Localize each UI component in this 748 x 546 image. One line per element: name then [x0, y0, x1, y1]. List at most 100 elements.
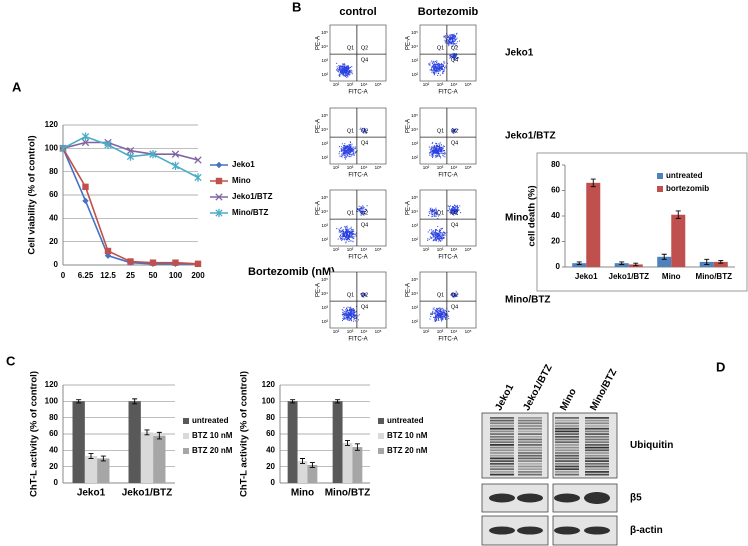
- flow-dot: [362, 127, 364, 129]
- flow-dot: [438, 145, 440, 147]
- x-axis-label: Bortezomib (nM): [248, 266, 335, 278]
- flow-dot: [341, 148, 343, 150]
- flow-dot: [444, 66, 446, 68]
- x-tick-label: 100: [169, 271, 183, 280]
- flow-dot: [341, 308, 343, 310]
- flow-dot: [438, 148, 440, 150]
- flow-dot: [460, 212, 462, 214]
- flow-dot: [447, 205, 449, 207]
- flow-dot: [428, 211, 430, 213]
- flow-dot: [451, 34, 453, 36]
- flow-dot: [348, 319, 350, 321]
- flow-dot: [345, 76, 347, 78]
- marker: [126, 152, 135, 161]
- flow-dot: [434, 319, 436, 321]
- flow-dot: [349, 310, 351, 312]
- flow-dot: [353, 152, 355, 154]
- flow-dot: [344, 318, 346, 320]
- flow-dot: [439, 233, 441, 235]
- flow-dot: [453, 36, 455, 38]
- flow-dot: [437, 70, 439, 72]
- flow-dot: [452, 130, 454, 132]
- flow-dot: [432, 215, 434, 217]
- flow-dot: [445, 318, 447, 320]
- flow-dot: [448, 206, 450, 208]
- flow-dot: [432, 154, 434, 156]
- flow-dot: [352, 310, 354, 312]
- flow-dot: [353, 151, 355, 153]
- flow-axis-label: FITC-A: [348, 173, 367, 179]
- flow-dot: [365, 294, 367, 296]
- flow-dot: [337, 70, 339, 72]
- flow-dot: [434, 317, 436, 319]
- flow-axis-label: PE-A: [316, 201, 322, 215]
- flow-dot: [346, 231, 348, 233]
- flow-dot: [347, 67, 349, 69]
- flow-dot: [343, 314, 345, 316]
- flow-tick: 10⁵: [411, 113, 418, 118]
- flow-dot: [450, 208, 452, 210]
- flow-dot: [443, 62, 445, 64]
- flow-tick: 10²: [321, 155, 328, 160]
- flow-dot: [432, 234, 434, 236]
- flow-dot: [353, 311, 355, 313]
- flow-dot: [351, 316, 353, 318]
- y-tick-label: 100: [45, 396, 59, 405]
- flow-dot: [342, 69, 344, 71]
- blot-smear: [490, 427, 514, 430]
- flow-dot: [445, 40, 447, 42]
- flow-dot: [348, 150, 350, 152]
- flow-dot: [349, 72, 351, 74]
- flow-dot: [350, 310, 352, 312]
- flow-dot: [432, 69, 434, 71]
- flow-dot: [347, 227, 349, 229]
- flow-dot: [453, 294, 455, 296]
- flow-dot: [349, 236, 351, 238]
- flow-dot: [348, 145, 350, 147]
- flow-dot: [453, 56, 455, 58]
- x-tick-label: Mino/BTZ: [325, 488, 371, 499]
- flow-dot: [440, 312, 442, 314]
- flow-dot: [431, 66, 433, 68]
- flow-dot: [346, 225, 348, 227]
- flow-dot: [435, 67, 437, 69]
- flow-dot: [354, 314, 356, 316]
- flow-dot: [363, 131, 365, 133]
- flow-dot: [435, 310, 437, 312]
- flow-dot: [336, 62, 338, 64]
- flow-dot: [438, 238, 440, 240]
- quadrant-label: Q1: [437, 129, 444, 135]
- flow-dot: [342, 67, 344, 69]
- flow-dot: [350, 318, 352, 320]
- quadrant-label: Q4: [361, 141, 368, 147]
- blot-smear: [555, 444, 579, 446]
- flow-dot: [457, 57, 459, 59]
- flow-dot: [355, 316, 357, 318]
- flow-dot: [348, 144, 350, 146]
- flow-dot: [435, 312, 437, 314]
- flow-dot: [345, 226, 347, 228]
- flow-dot: [349, 149, 351, 151]
- flow-dot: [448, 310, 450, 312]
- flow-dot: [430, 237, 432, 239]
- flow-dot: [344, 143, 346, 145]
- flow-dot: [432, 67, 434, 69]
- flow-dot: [346, 69, 348, 71]
- flow-dot: [347, 152, 349, 154]
- legend-swatch: [378, 418, 384, 424]
- flow-dot: [438, 239, 440, 241]
- flow-dot: [443, 36, 445, 38]
- error-bar: [576, 261, 582, 265]
- flow-dot: [430, 231, 432, 233]
- flow-dot: [434, 144, 436, 146]
- flow-dot: [433, 71, 435, 73]
- quadrant-label: Q2: [451, 129, 458, 135]
- flow-dot: [444, 39, 446, 41]
- flow-dot: [349, 146, 351, 148]
- flow-dot: [345, 68, 347, 70]
- blot-band: [554, 526, 580, 535]
- flow-dot: [348, 153, 350, 155]
- flow-dot: [345, 312, 347, 314]
- marker: [82, 197, 89, 205]
- flow-dot: [431, 216, 433, 218]
